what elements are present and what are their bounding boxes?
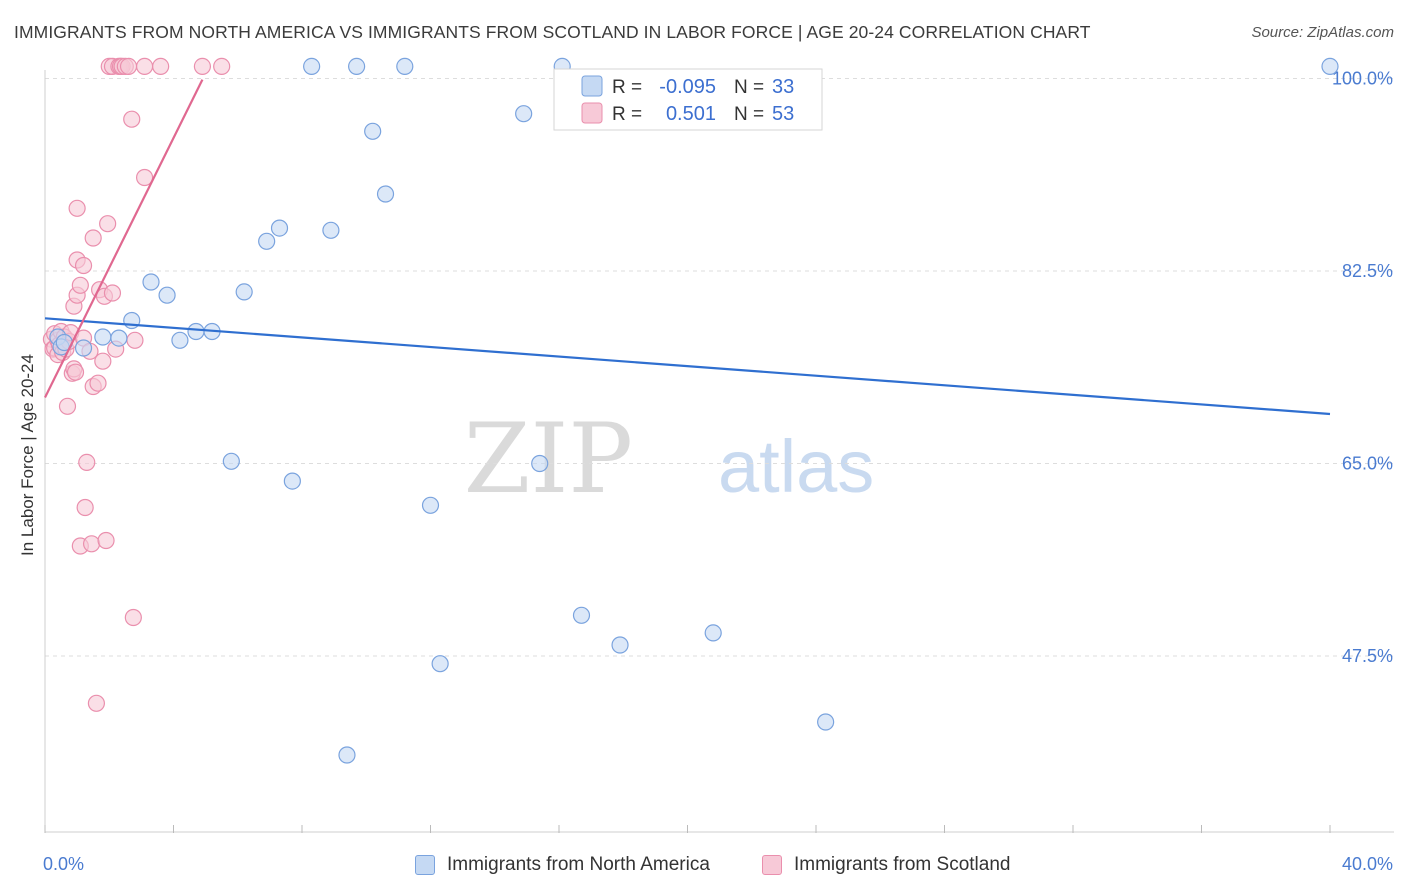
series-scotland-points <box>42 57 231 712</box>
scotland-point <box>87 694 106 712</box>
chart-title: IMMIGRANTS FROM NORTH AMERICA VS IMMIGRA… <box>14 22 1091 42</box>
scotland-point <box>103 284 122 302</box>
scotland-point <box>124 608 142 627</box>
scotland-point <box>84 229 102 247</box>
legend-r-value-2: 0.501 <box>666 103 716 125</box>
correlation-legend: R = -0.095 N = 33 R = 0.501 N = 53 <box>553 68 823 131</box>
legend-swatch-pink <box>581 102 603 124</box>
scotland-point <box>68 199 86 217</box>
scotland-point <box>89 374 107 392</box>
scotland-point <box>123 110 141 128</box>
legend-n-label-2: N = <box>734 104 764 125</box>
north-america-point <box>572 606 591 624</box>
watermark-zip: ZIP <box>464 403 633 515</box>
gridlines <box>45 78 1394 657</box>
north-america-point <box>431 655 449 673</box>
legend-n-value-1: 33 <box>772 76 794 98</box>
scotland-point <box>97 531 115 550</box>
legend-n-label-1: N = <box>734 77 764 98</box>
x-tick-label-max: 40.0% <box>1342 854 1393 874</box>
axes <box>44 70 1394 833</box>
y-tick-labels: 47.5% 65.0% 82.5% 100.0% <box>1332 69 1393 667</box>
scotland-point <box>71 276 89 294</box>
scotland-point <box>135 57 154 76</box>
scotland-point <box>74 256 93 275</box>
series-north-america-points <box>49 57 1339 764</box>
y-tick-label: 65.0% <box>1342 454 1393 474</box>
legend-label-north-america: Immigrants from North America <box>447 854 710 875</box>
scotland-point <box>66 363 85 381</box>
scotland-point <box>213 57 231 76</box>
north-america-point <box>348 57 366 76</box>
legend-item-scotland: Immigrants from Scotland <box>762 852 1010 878</box>
north-america-point <box>364 122 382 140</box>
north-america-point <box>704 624 722 642</box>
series-legend: Immigrants from North America Immigrants… <box>0 852 1406 878</box>
north-america-point <box>283 472 301 490</box>
watermark-atlas: atlas <box>718 425 874 508</box>
scotland-point <box>99 215 117 233</box>
watermark: ZIP atlas <box>464 403 875 515</box>
legend-swatch-blue <box>581 75 603 97</box>
north-america-point <box>235 283 253 301</box>
legend-r-value-1: -0.095 <box>659 76 716 98</box>
scotland-point <box>152 57 170 76</box>
y-tick-label: 100.0% <box>1332 69 1393 89</box>
legend-item-north-america: Immigrants from North America <box>415 852 710 878</box>
legend-r-label-1: R = <box>612 77 642 98</box>
y-tick-label: 82.5% <box>1342 261 1393 281</box>
north-america-point <box>142 273 160 291</box>
north-america-point <box>1321 57 1339 76</box>
north-america-point <box>611 636 629 654</box>
north-america-point <box>258 232 276 250</box>
north-america-point <box>817 713 835 731</box>
north-america-point <box>303 57 321 76</box>
trendline-scotland <box>44 79 204 398</box>
scotland-point <box>76 498 94 517</box>
x-tick-labels: 0.0% 40.0% <box>43 854 1393 874</box>
legend-label-scotland: Immigrants from Scotland <box>794 854 1011 875</box>
north-america-point <box>270 219 289 237</box>
scotland-point <box>82 535 101 553</box>
scotland-point <box>126 331 144 349</box>
north-america-point <box>94 328 112 346</box>
legend-swatch-north-america <box>415 855 435 875</box>
north-america-point <box>187 322 205 341</box>
north-america-point <box>338 746 356 764</box>
scotland-point <box>78 453 96 471</box>
north-america-point <box>74 339 93 357</box>
north-america-point <box>396 57 414 76</box>
north-america-point <box>222 452 240 470</box>
north-america-point <box>171 331 189 349</box>
legend-swatch-scotland <box>762 855 782 875</box>
scotland-point <box>58 397 77 415</box>
trendlines <box>44 79 1331 416</box>
scotland-point <box>193 57 212 76</box>
y-tick-label: 47.5% <box>1342 646 1393 666</box>
scotland-point <box>135 168 154 187</box>
legend-n-value-2: 53 <box>772 103 794 125</box>
north-america-point <box>376 185 395 203</box>
scotland-point <box>119 57 138 76</box>
scotland-point <box>94 352 112 370</box>
north-america-point <box>531 454 549 473</box>
north-america-point <box>110 329 128 347</box>
north-america-point <box>515 105 533 123</box>
north-america-point <box>158 286 176 304</box>
legend-r-label-2: R = <box>612 104 642 125</box>
north-america-point <box>322 221 340 239</box>
north-america-point <box>421 496 440 514</box>
x-tick-label-min: 0.0% <box>43 854 84 874</box>
trendline-north-america <box>44 317 1331 416</box>
source-label: Source: ZipAtlas.com <box>1251 24 1394 41</box>
